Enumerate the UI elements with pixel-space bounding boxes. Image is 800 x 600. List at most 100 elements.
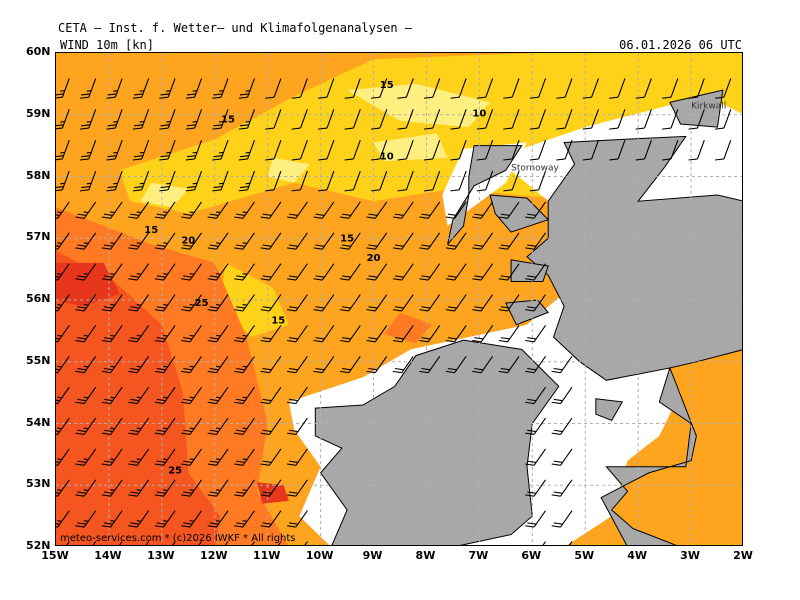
wind-barb bbox=[56, 386, 70, 405]
wind-barb bbox=[79, 109, 97, 130]
wind-barb bbox=[128, 263, 150, 281]
wind-barb bbox=[295, 541, 308, 545]
wind-barb bbox=[472, 201, 494, 219]
wind-barb bbox=[234, 479, 255, 497]
wind-barb bbox=[181, 232, 202, 250]
isotach-label: 15 bbox=[221, 115, 235, 126]
wind-barb bbox=[207, 201, 229, 219]
wind-barb bbox=[366, 355, 388, 374]
wind-barb bbox=[56, 355, 70, 374]
wind-barb bbox=[56, 139, 70, 161]
wind-barb bbox=[419, 232, 441, 250]
wind-barb bbox=[450, 170, 467, 192]
wind-barb bbox=[101, 294, 123, 312]
wind-barb bbox=[339, 294, 361, 312]
wind-barb bbox=[132, 78, 150, 99]
wind-barb bbox=[609, 139, 626, 161]
wind-barb bbox=[714, 139, 732, 161]
wind-barb bbox=[56, 510, 70, 528]
wind-barb bbox=[260, 263, 282, 281]
wind-barb bbox=[472, 355, 494, 374]
wind-barb bbox=[498, 232, 520, 250]
wind-barb bbox=[207, 263, 229, 281]
wind-barb bbox=[101, 479, 123, 497]
isotach-label: 15 bbox=[340, 233, 354, 244]
isotach-label: 25 bbox=[195, 298, 209, 309]
wind-barb bbox=[397, 139, 414, 161]
lon-label: 11W bbox=[252, 549, 281, 562]
wind-barb bbox=[110, 541, 123, 545]
wind-barb bbox=[56, 232, 70, 250]
wind-barb bbox=[472, 294, 494, 312]
wind-barb bbox=[128, 232, 150, 250]
wind-barb bbox=[286, 232, 308, 250]
lat-label: 52N bbox=[26, 539, 51, 552]
wind-barb bbox=[366, 201, 388, 219]
wind-barb bbox=[56, 170, 70, 192]
wind-barb bbox=[212, 109, 229, 130]
wind-barb bbox=[75, 294, 97, 312]
wind-barb bbox=[260, 201, 282, 219]
wind-barb bbox=[551, 417, 573, 435]
wind-barb bbox=[688, 139, 705, 161]
wind-barb bbox=[234, 294, 255, 312]
place-labels: Stornoway Kirkwall bbox=[511, 102, 726, 174]
wind-barb bbox=[318, 139, 335, 161]
wind-barb bbox=[56, 201, 70, 219]
wind-barb bbox=[101, 386, 123, 405]
wind-barb bbox=[472, 232, 494, 250]
wind-barb bbox=[503, 139, 520, 161]
wind-barb bbox=[392, 325, 414, 343]
wind-barb bbox=[128, 325, 150, 343]
wind-barb bbox=[366, 325, 388, 343]
wind-barb bbox=[185, 78, 203, 99]
wind-zone-25kn-b bbox=[384, 312, 432, 344]
wind-barb bbox=[75, 386, 97, 405]
lat-label: 60N bbox=[26, 45, 51, 58]
landmass bbox=[489, 194, 550, 233]
wind-barb bbox=[445, 355, 467, 374]
wind-barb bbox=[529, 139, 547, 161]
wind-zone-10kn-d bbox=[140, 182, 189, 208]
wind-barb bbox=[265, 139, 282, 161]
wind-barb bbox=[238, 78, 255, 99]
wind-barb bbox=[207, 417, 229, 435]
wind-barb bbox=[472, 325, 494, 343]
wind-barb bbox=[212, 78, 229, 99]
wind-barb bbox=[207, 355, 229, 374]
lon-label: 2W bbox=[733, 549, 753, 562]
wind-barb bbox=[503, 170, 520, 192]
wind-barb bbox=[79, 170, 97, 192]
wind-barb bbox=[128, 510, 150, 528]
wind-barb bbox=[265, 170, 282, 192]
wind-barb bbox=[260, 294, 282, 312]
wind-zone-35kn bbox=[56, 262, 120, 307]
wind-barb bbox=[392, 355, 414, 374]
lon-label: 10W bbox=[305, 549, 334, 562]
wind-barb bbox=[313, 294, 335, 312]
isotach-labels: 15 10 15 10 15 20 15 20 25 15 25 bbox=[144, 80, 486, 476]
wind-barb bbox=[313, 201, 335, 219]
wind-barb bbox=[551, 448, 573, 466]
wind-barb bbox=[234, 355, 255, 374]
wind-barb bbox=[472, 263, 494, 281]
lat-label: 55N bbox=[26, 353, 51, 367]
wind-barb bbox=[265, 78, 282, 99]
wind-barb bbox=[291, 139, 308, 161]
lat-label: 57N bbox=[26, 230, 51, 244]
wind-barb bbox=[498, 355, 520, 374]
wind-barb bbox=[525, 386, 546, 405]
wind-barb bbox=[291, 78, 308, 99]
wind-barb bbox=[419, 355, 441, 374]
wind-barb bbox=[318, 170, 335, 192]
wind-barb bbox=[525, 448, 546, 466]
wind-barb bbox=[181, 355, 202, 374]
wind-barb bbox=[286, 355, 308, 374]
lon-label: 12W bbox=[200, 549, 228, 562]
wind-barb bbox=[269, 541, 282, 545]
landmass bbox=[595, 398, 624, 422]
wind-zone-10kn bbox=[347, 83, 490, 128]
wind-barb bbox=[450, 139, 467, 161]
wind-barb bbox=[75, 232, 97, 250]
wind-barb bbox=[154, 386, 176, 405]
